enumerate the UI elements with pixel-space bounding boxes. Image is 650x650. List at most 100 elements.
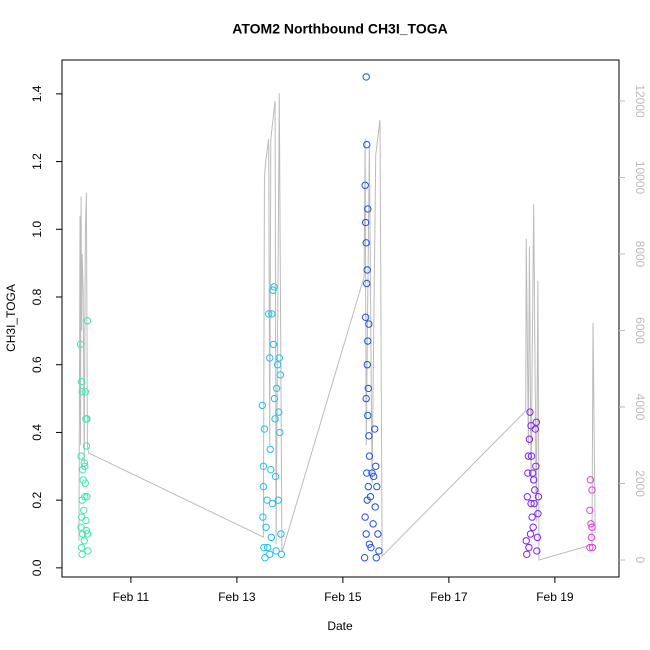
y2-tick-label: 0	[633, 557, 647, 564]
point	[365, 320, 373, 328]
point	[81, 462, 89, 470]
point	[534, 509, 542, 518]
point	[78, 550, 86, 559]
y2-tick-label: 2000	[633, 470, 647, 497]
y-axis-label: CH3I_TOGA	[4, 284, 18, 352]
point	[528, 513, 536, 521]
point	[267, 533, 276, 542]
point	[588, 543, 597, 552]
point	[586, 476, 595, 484]
point	[522, 537, 530, 545]
x-tick-label: Feb 11	[113, 590, 150, 604]
y2-tick-label: 6000	[633, 317, 647, 344]
point	[534, 493, 543, 501]
point	[364, 411, 372, 420]
point	[260, 425, 269, 433]
y-tick-label: 0.6	[30, 356, 44, 373]
point	[532, 462, 540, 470]
point	[365, 540, 374, 548]
point	[276, 371, 285, 379]
point	[269, 286, 277, 294]
point	[375, 547, 383, 555]
point	[362, 239, 370, 247]
point	[372, 462, 380, 470]
point	[370, 425, 379, 433]
point	[529, 476, 538, 484]
y-tick-label: 0.8	[30, 288, 44, 305]
point	[270, 283, 278, 291]
point	[267, 465, 275, 474]
x-tick-label: Feb 19	[536, 590, 574, 604]
point	[526, 530, 535, 538]
point	[531, 486, 539, 494]
point	[272, 547, 280, 555]
point	[532, 418, 541, 426]
point	[261, 554, 269, 562]
point	[361, 181, 369, 189]
point	[275, 354, 283, 362]
y-tick-label: 1.4	[30, 85, 44, 102]
point	[268, 310, 276, 318]
point	[368, 469, 376, 477]
point	[371, 503, 379, 511]
point	[586, 506, 594, 515]
x-tick-label: Feb 13	[218, 590, 256, 604]
point	[271, 415, 279, 423]
point	[271, 472, 280, 481]
point	[363, 279, 371, 288]
point	[260, 543, 268, 552]
point	[273, 361, 282, 369]
point	[528, 469, 537, 477]
point	[530, 499, 538, 508]
point	[364, 337, 372, 345]
point	[361, 313, 370, 322]
point	[363, 469, 371, 477]
point	[77, 377, 86, 386]
point	[84, 547, 92, 555]
point	[587, 533, 596, 542]
point	[277, 550, 286, 559]
point	[276, 428, 284, 437]
x-tick-label: Feb 15	[324, 590, 362, 604]
point	[364, 205, 372, 213]
point	[81, 479, 90, 487]
point	[367, 543, 375, 552]
point	[524, 452, 533, 460]
y-tick-label: 0.0	[30, 559, 44, 576]
point	[80, 537, 88, 545]
point	[76, 340, 85, 349]
point	[259, 513, 267, 521]
point	[373, 482, 381, 491]
point	[83, 317, 92, 325]
point	[526, 408, 534, 416]
point	[362, 530, 370, 538]
point	[259, 482, 268, 491]
point	[527, 452, 536, 460]
altitude-line	[78, 93, 596, 561]
point	[262, 523, 270, 531]
y-tick-label: 1.0	[30, 221, 44, 238]
plot-box	[61, 59, 620, 578]
point	[83, 415, 91, 423]
point	[525, 543, 533, 552]
point	[269, 340, 278, 349]
y-tick-label: 0.2	[30, 491, 44, 508]
point	[274, 496, 282, 504]
y-tick-label: 0.4	[30, 424, 44, 441]
point	[369, 520, 377, 528]
point	[360, 554, 369, 562]
point	[588, 523, 596, 531]
y-tick-label: 1.2	[30, 153, 44, 170]
point	[80, 506, 88, 515]
point	[268, 499, 277, 508]
point	[363, 361, 371, 369]
point	[365, 452, 374, 460]
y2-tick-label: 12000	[633, 84, 647, 118]
point	[362, 394, 370, 403]
point	[533, 547, 541, 555]
y2-tick-label: 4000	[633, 394, 647, 421]
point	[264, 310, 273, 318]
point	[525, 435, 534, 443]
point	[77, 543, 86, 552]
